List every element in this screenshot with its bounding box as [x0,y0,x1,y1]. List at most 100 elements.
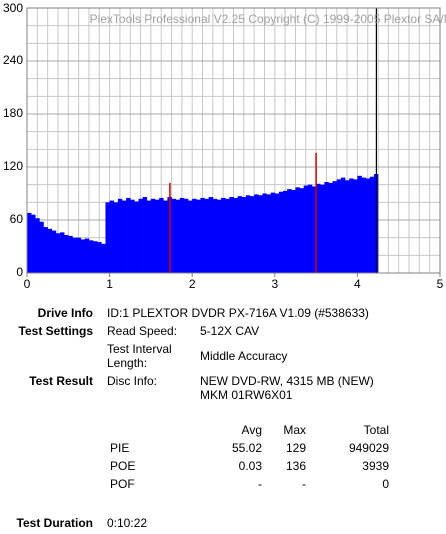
bar [80,239,86,273]
x-tick-label: 3 [271,277,278,291]
bar [155,199,160,273]
bar [130,199,135,273]
bar [76,237,81,273]
row-label: Test Settings [18,324,93,338]
bar [320,184,325,273]
stat-name: PIE [110,441,130,455]
y-tick-label: 240 [3,53,23,67]
bar [332,181,338,273]
bar [241,197,247,273]
bar [299,188,305,273]
bar [64,235,69,273]
bar [43,227,48,273]
stat-value: - [302,477,306,491]
column-header: Avg [241,423,262,437]
bar [254,194,259,273]
stat-value: 0 [382,477,389,491]
bar [150,198,156,273]
stat-value: 0.03 [238,459,262,473]
row-label: Test Result [29,374,93,388]
bar [105,202,110,273]
bar [278,191,284,273]
bar [126,197,131,273]
bar [35,218,40,273]
bar [192,198,197,273]
bar [262,193,267,273]
bar [51,230,57,273]
bar [316,183,321,273]
field-value: 5-12X CAV [200,324,260,338]
bar [109,200,115,273]
bar [221,197,226,273]
bar [39,221,44,273]
bar [266,194,271,273]
bar [179,197,185,273]
x-tick-label: 2 [189,277,196,291]
field-label: Read Speed: [107,324,178,338]
bar [171,198,176,273]
bar [101,243,106,273]
bar [274,193,280,273]
row-value: 0:10:22 [107,516,148,530]
x-tick-label: 1 [106,277,113,291]
bar [349,178,354,273]
bar [303,185,309,273]
bar [295,187,300,273]
bar [60,232,65,273]
y-tick-label: 120 [3,159,23,173]
bar [204,198,210,273]
y-tick-label: 0 [16,265,23,279]
row-value: ID:1 PLEXTOR DVDR PX-716A V1.09 (#538633… [107,306,369,320]
field-value: Middle Accuracy [200,349,288,363]
bar [250,196,255,273]
watermark: PlexTools Professional V2.25 Copyright (… [90,12,446,26]
bar [159,197,164,273]
bar [340,177,346,273]
bar [31,214,36,273]
bar [200,197,205,273]
x-tick-label: 4 [354,277,361,291]
bar [311,186,317,273]
bar [328,182,333,273]
bar [93,241,98,273]
stat-name: POF [110,477,135,491]
chart: PlexTools Professional V2.25 Copyright (… [3,1,446,291]
bar [84,238,90,273]
stat-name: POE [110,459,136,473]
bar [283,190,288,273]
bar [146,200,152,273]
bar [270,192,276,273]
bar [245,195,251,273]
stat-value: 55.02 [231,441,262,455]
bar [163,200,168,273]
bar [113,202,119,273]
bar [138,198,143,273]
column-header: Total [363,423,389,437]
bar [216,199,222,273]
bar [134,201,139,273]
stat-value: 3939 [362,459,389,473]
bar [307,184,313,273]
field-value: NEW DVD-RW, 4315 MB (NEW) [200,374,374,388]
bar [357,175,362,273]
bar [97,242,102,273]
bar [188,200,193,273]
bar [27,212,32,273]
bar [233,197,238,273]
bar [258,195,263,273]
bar [68,235,73,273]
row-label: Test Duration [16,516,93,530]
bar [55,233,61,273]
bar [142,197,148,273]
bar [361,177,366,273]
x-tick-label: 0 [24,277,31,291]
field-value: MKM 01RW6X01 [200,388,293,402]
field-label: Disc Info: [107,374,158,388]
field-label: Test Interval Length: [107,342,172,370]
bar [212,198,218,273]
bar [183,198,189,273]
bar [287,189,292,273]
bar [117,198,123,273]
bar [291,189,296,273]
x-tick-label: 5 [437,277,444,291]
